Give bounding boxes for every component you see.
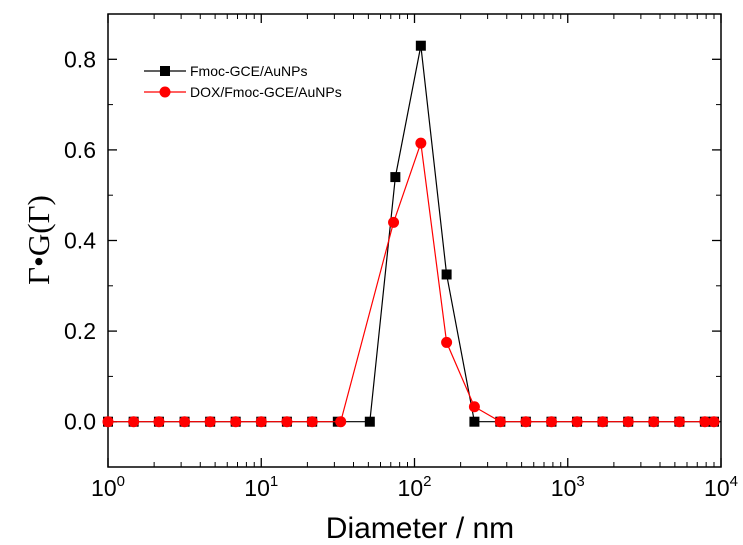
data-point	[230, 416, 242, 428]
legend-marker	[160, 66, 170, 76]
y-tick-label: 0.6	[64, 137, 96, 163]
data-point	[699, 416, 711, 428]
y-axis-title: Γ•G(Γ)	[21, 195, 56, 285]
y-tick-label: 0.8	[64, 46, 96, 72]
data-point	[708, 416, 720, 428]
x-axis-title: Diameter / nm	[326, 512, 514, 545]
data-point	[102, 416, 114, 428]
data-point	[441, 269, 452, 280]
series-line-2	[108, 142, 714, 423]
data-point	[364, 416, 375, 427]
series-group	[102, 40, 720, 428]
data-point	[255, 416, 267, 428]
data-point	[128, 416, 140, 428]
x-tick-label: 101	[244, 473, 278, 501]
legend-label: DOX/Fmoc-GCE/AuNPs	[190, 84, 342, 100]
ticks: 100 101 102 103 104 0.0 0.2 0.4 0.6 0.8	[64, 13, 738, 501]
x-tick-label: 103	[551, 473, 585, 501]
data-point	[441, 336, 453, 348]
data-point	[306, 416, 318, 428]
data-point	[648, 416, 660, 428]
data-point	[335, 416, 347, 428]
y-tick-label: 0.0	[64, 409, 96, 435]
data-point	[520, 416, 532, 428]
data-point	[545, 416, 557, 428]
data-point	[571, 416, 583, 428]
x-tick-label: 102	[398, 473, 432, 501]
data-point	[388, 216, 400, 228]
data-point	[390, 172, 401, 183]
y-tick-label: 0.2	[64, 318, 96, 344]
y-tick-label: 0.4	[64, 228, 96, 254]
data-point	[153, 416, 165, 428]
legend: Fmoc-GCE/AuNPs DOX/Fmoc-GCE/AuNPs	[144, 63, 342, 100]
data-point	[204, 416, 216, 428]
data-point	[415, 40, 426, 51]
legend-marker	[159, 86, 171, 98]
data-point	[179, 416, 191, 428]
legend-label: Fmoc-GCE/AuNPs	[190, 63, 307, 79]
data-point	[622, 416, 634, 428]
data-point	[597, 416, 609, 428]
data-point	[494, 416, 506, 428]
series-line-1	[108, 45, 714, 423]
data-point	[469, 416, 480, 427]
plot-frame	[107, 13, 722, 468]
data-point	[281, 416, 293, 428]
data-point	[415, 137, 427, 149]
data-point	[673, 416, 685, 428]
x-tick-label: 100	[91, 473, 125, 501]
x-tick-label: 104	[704, 473, 738, 501]
data-point	[468, 401, 480, 413]
